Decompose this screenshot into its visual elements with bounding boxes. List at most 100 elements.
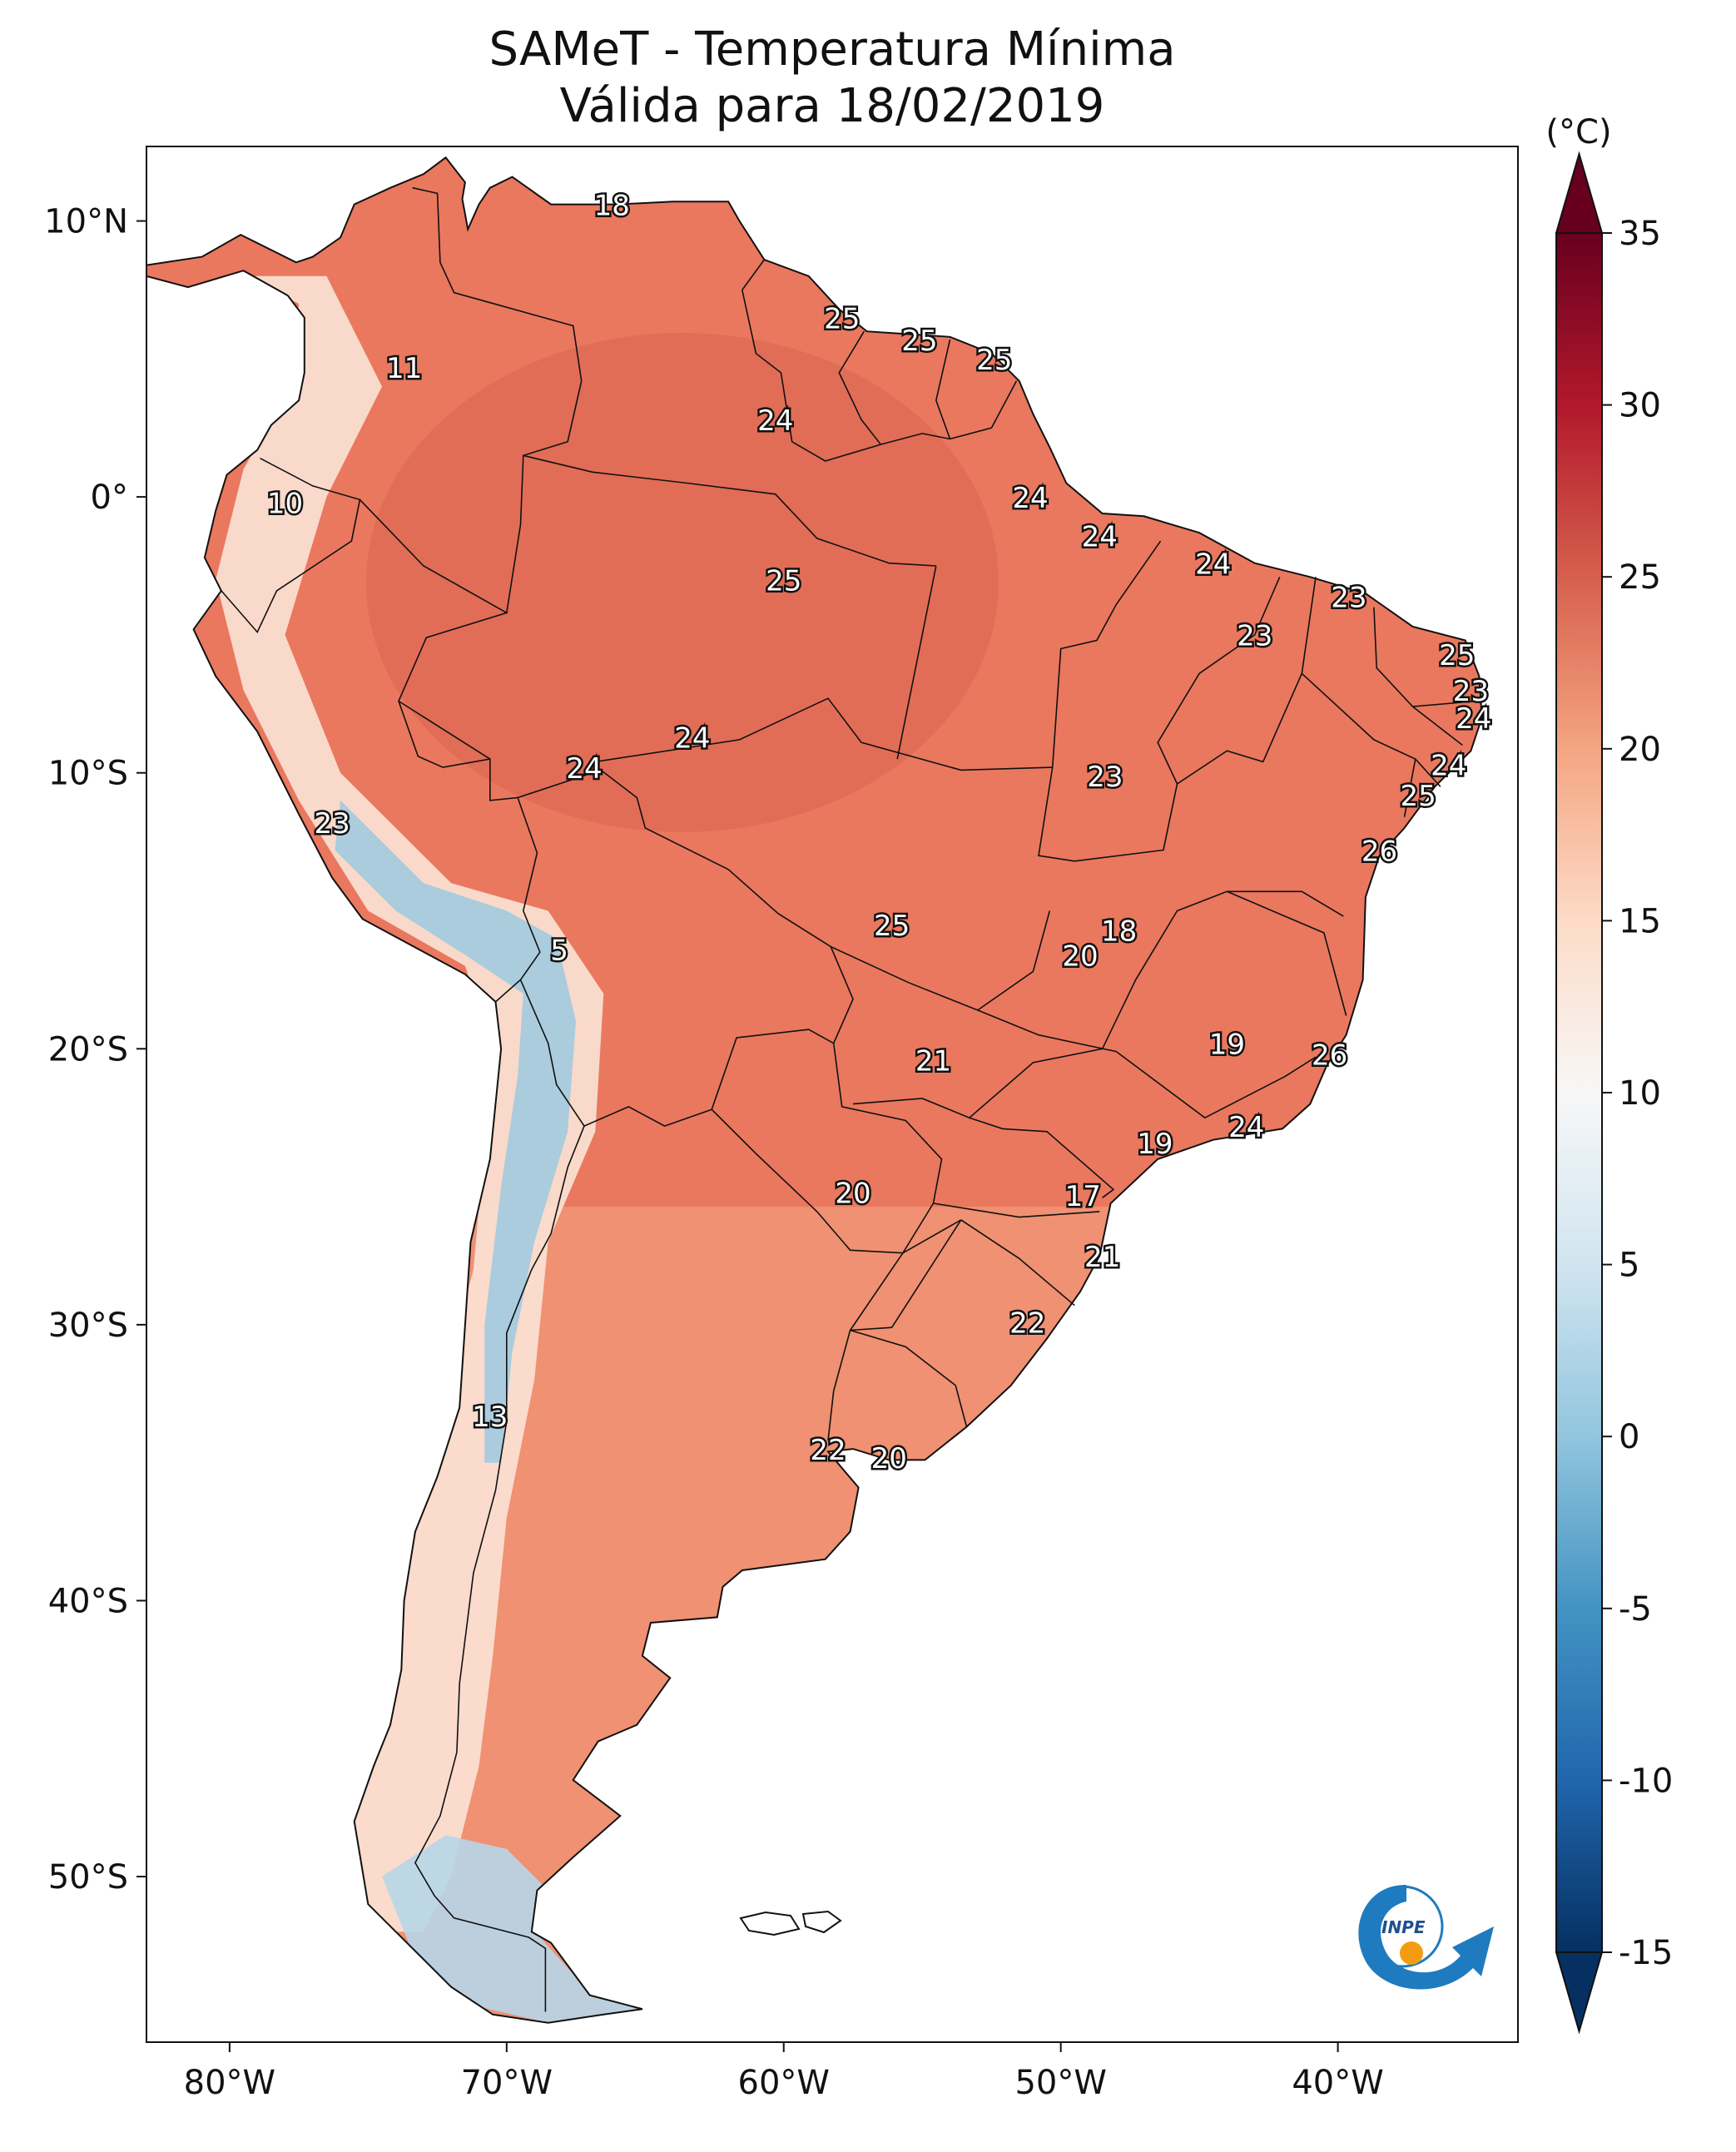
station-temperature-label: 24 bbox=[566, 752, 602, 786]
border-line bbox=[838, 330, 950, 446]
border-line bbox=[852, 890, 1347, 1119]
station-temperature-label: 24 bbox=[674, 721, 710, 755]
border-line bbox=[960, 1219, 1075, 1307]
colorbar-tick-label: -15 bbox=[1619, 1934, 1673, 1972]
lon-tick-label: 50°W bbox=[1014, 2064, 1106, 2102]
longitude-axis: 80°W 70°W 60°W 50°W 40°W bbox=[184, 2042, 1384, 2102]
station-temperature-label: 23 bbox=[1237, 620, 1272, 653]
lat-tick-label: 0° bbox=[91, 478, 128, 517]
station-temperature-label: 24 bbox=[1456, 702, 1491, 736]
station-temperature-label: 26 bbox=[1362, 835, 1397, 868]
map-title-line2: Válida para 18/02/2019 bbox=[559, 79, 1105, 133]
border-line bbox=[1227, 890, 1344, 917]
station-temperature-label: 24 bbox=[1195, 548, 1231, 582]
station-temperature-label: 23 bbox=[1331, 581, 1366, 614]
border-line bbox=[850, 1329, 968, 1427]
station-temperature-label: 13 bbox=[472, 1401, 508, 1434]
station-temperature-label: 25 bbox=[901, 325, 937, 358]
station-temperature-label: 17 bbox=[1065, 1180, 1101, 1213]
lon-tick-label: 80°W bbox=[184, 2064, 275, 2102]
lon-tick-label: 60°W bbox=[738, 2064, 830, 2102]
falkland-islands bbox=[739, 1910, 842, 1936]
colorbar-tick-label: -5 bbox=[1619, 1590, 1652, 1629]
station-temperature-label: 22 bbox=[1009, 1307, 1045, 1340]
lon-tick-label: 40°W bbox=[1292, 2064, 1383, 2102]
border-line bbox=[896, 565, 937, 760]
political-borders bbox=[221, 186, 1477, 2012]
map-title-line1: SAMeT - Temperatura Mínima bbox=[489, 22, 1176, 77]
colorbar-tick-label: 30 bbox=[1619, 387, 1661, 425]
station-temperature-label: 23 bbox=[1453, 675, 1489, 708]
border-line bbox=[1403, 758, 1416, 817]
colorbar-unit: (°C) bbox=[1545, 113, 1611, 151]
station-temperature-label: 19 bbox=[1137, 1128, 1173, 1161]
border-line bbox=[398, 700, 491, 760]
logo-orange-dot bbox=[1400, 1941, 1423, 1965]
colorbar-tick-label: 5 bbox=[1619, 1247, 1639, 1285]
border-line bbox=[935, 339, 951, 439]
station-temperature-label: 11 bbox=[386, 352, 422, 385]
station-temperature-label: 25 bbox=[824, 302, 860, 335]
station-temperature-label: 21 bbox=[1084, 1241, 1120, 1274]
border-line bbox=[711, 1043, 943, 1254]
station-temperature-label: 22 bbox=[810, 1434, 846, 1467]
station-temperature-label: 21 bbox=[915, 1044, 951, 1078]
station-temperature-label: 19 bbox=[1209, 1029, 1245, 1062]
station-temperature-label: 25 bbox=[1400, 780, 1436, 813]
lat-tick-label: 40°S bbox=[48, 1582, 128, 1620]
border-line bbox=[950, 380, 1018, 440]
station-temperature-label: 25 bbox=[976, 344, 1012, 377]
colorbar-tick-label: -10 bbox=[1619, 1762, 1673, 1800]
station-temperature-label: 24 bbox=[1012, 482, 1048, 515]
station-temperature-label: 25 bbox=[766, 564, 801, 598]
colorbar-max-extend bbox=[1555, 151, 1604, 234]
inpe-logo: INPE bbox=[1358, 1885, 1494, 1990]
colorbar-min-extend bbox=[1555, 1951, 1604, 2035]
lat-tick-label: 20°S bbox=[48, 1030, 128, 1069]
lon-tick-label: 70°W bbox=[461, 2064, 553, 2102]
station-temperature-label: 18 bbox=[594, 189, 630, 222]
border-line bbox=[1301, 672, 1441, 787]
station-temperature-label: 20 bbox=[871, 1442, 907, 1475]
border-line bbox=[850, 1219, 962, 1331]
colorbar-tick-label: 15 bbox=[1619, 902, 1661, 940]
latitude-axis: 10°N 0° 10°S 20°S 30°S 40°S 50°S bbox=[44, 203, 146, 1897]
border-line bbox=[595, 697, 1053, 771]
lat-tick-label: 30°S bbox=[48, 1307, 128, 1345]
station-temperature-label: 5 bbox=[550, 935, 568, 968]
map-frame bbox=[146, 146, 1519, 2043]
station-temperature-label: 20 bbox=[1062, 940, 1098, 973]
border-line bbox=[977, 1009, 1317, 1119]
border-line bbox=[523, 454, 936, 567]
border-line bbox=[1051, 540, 1162, 768]
station-temperature-label: 24 bbox=[1228, 1111, 1264, 1144]
border-line bbox=[414, 1125, 585, 2012]
lat-tick-label: 10°N bbox=[44, 203, 128, 241]
lat-tick-label: 10°S bbox=[48, 755, 128, 793]
border-line bbox=[1412, 706, 1463, 746]
colorbar-tick-label: 0 bbox=[1619, 1418, 1639, 1456]
station-temperature-label: 25 bbox=[1439, 639, 1475, 672]
logo-text: INPE bbox=[1381, 1917, 1426, 1937]
station-temperature-label: 26 bbox=[1312, 1039, 1347, 1073]
border-line bbox=[412, 186, 583, 613]
station-temperature-label: 25 bbox=[874, 910, 910, 943]
colorbar-tick-label: 20 bbox=[1619, 731, 1661, 769]
border-line bbox=[517, 769, 854, 1044]
border-line bbox=[221, 457, 361, 634]
colorbar: (°C) 35 30 25 20 15 10 5 0 -5 -10 -15 bbox=[1545, 113, 1673, 2035]
border-line bbox=[741, 259, 881, 462]
station-temperature-label: 24 bbox=[757, 404, 793, 438]
colorbar-tick-label: 35 bbox=[1619, 215, 1661, 253]
station-temperature-label: 23 bbox=[1087, 761, 1123, 794]
station-temperature-label: 10 bbox=[267, 488, 303, 521]
border-line bbox=[933, 1202, 1100, 1218]
colorbar-tick-label: 25 bbox=[1619, 558, 1661, 597]
station-temperature-label: 23 bbox=[314, 807, 350, 840]
logo-arrow bbox=[1358, 1885, 1494, 1990]
border-line bbox=[969, 1117, 1115, 1198]
border-line bbox=[519, 979, 835, 1128]
colorbar-tick-label: 10 bbox=[1619, 1074, 1661, 1113]
station-temperature-label: 18 bbox=[1101, 915, 1137, 949]
